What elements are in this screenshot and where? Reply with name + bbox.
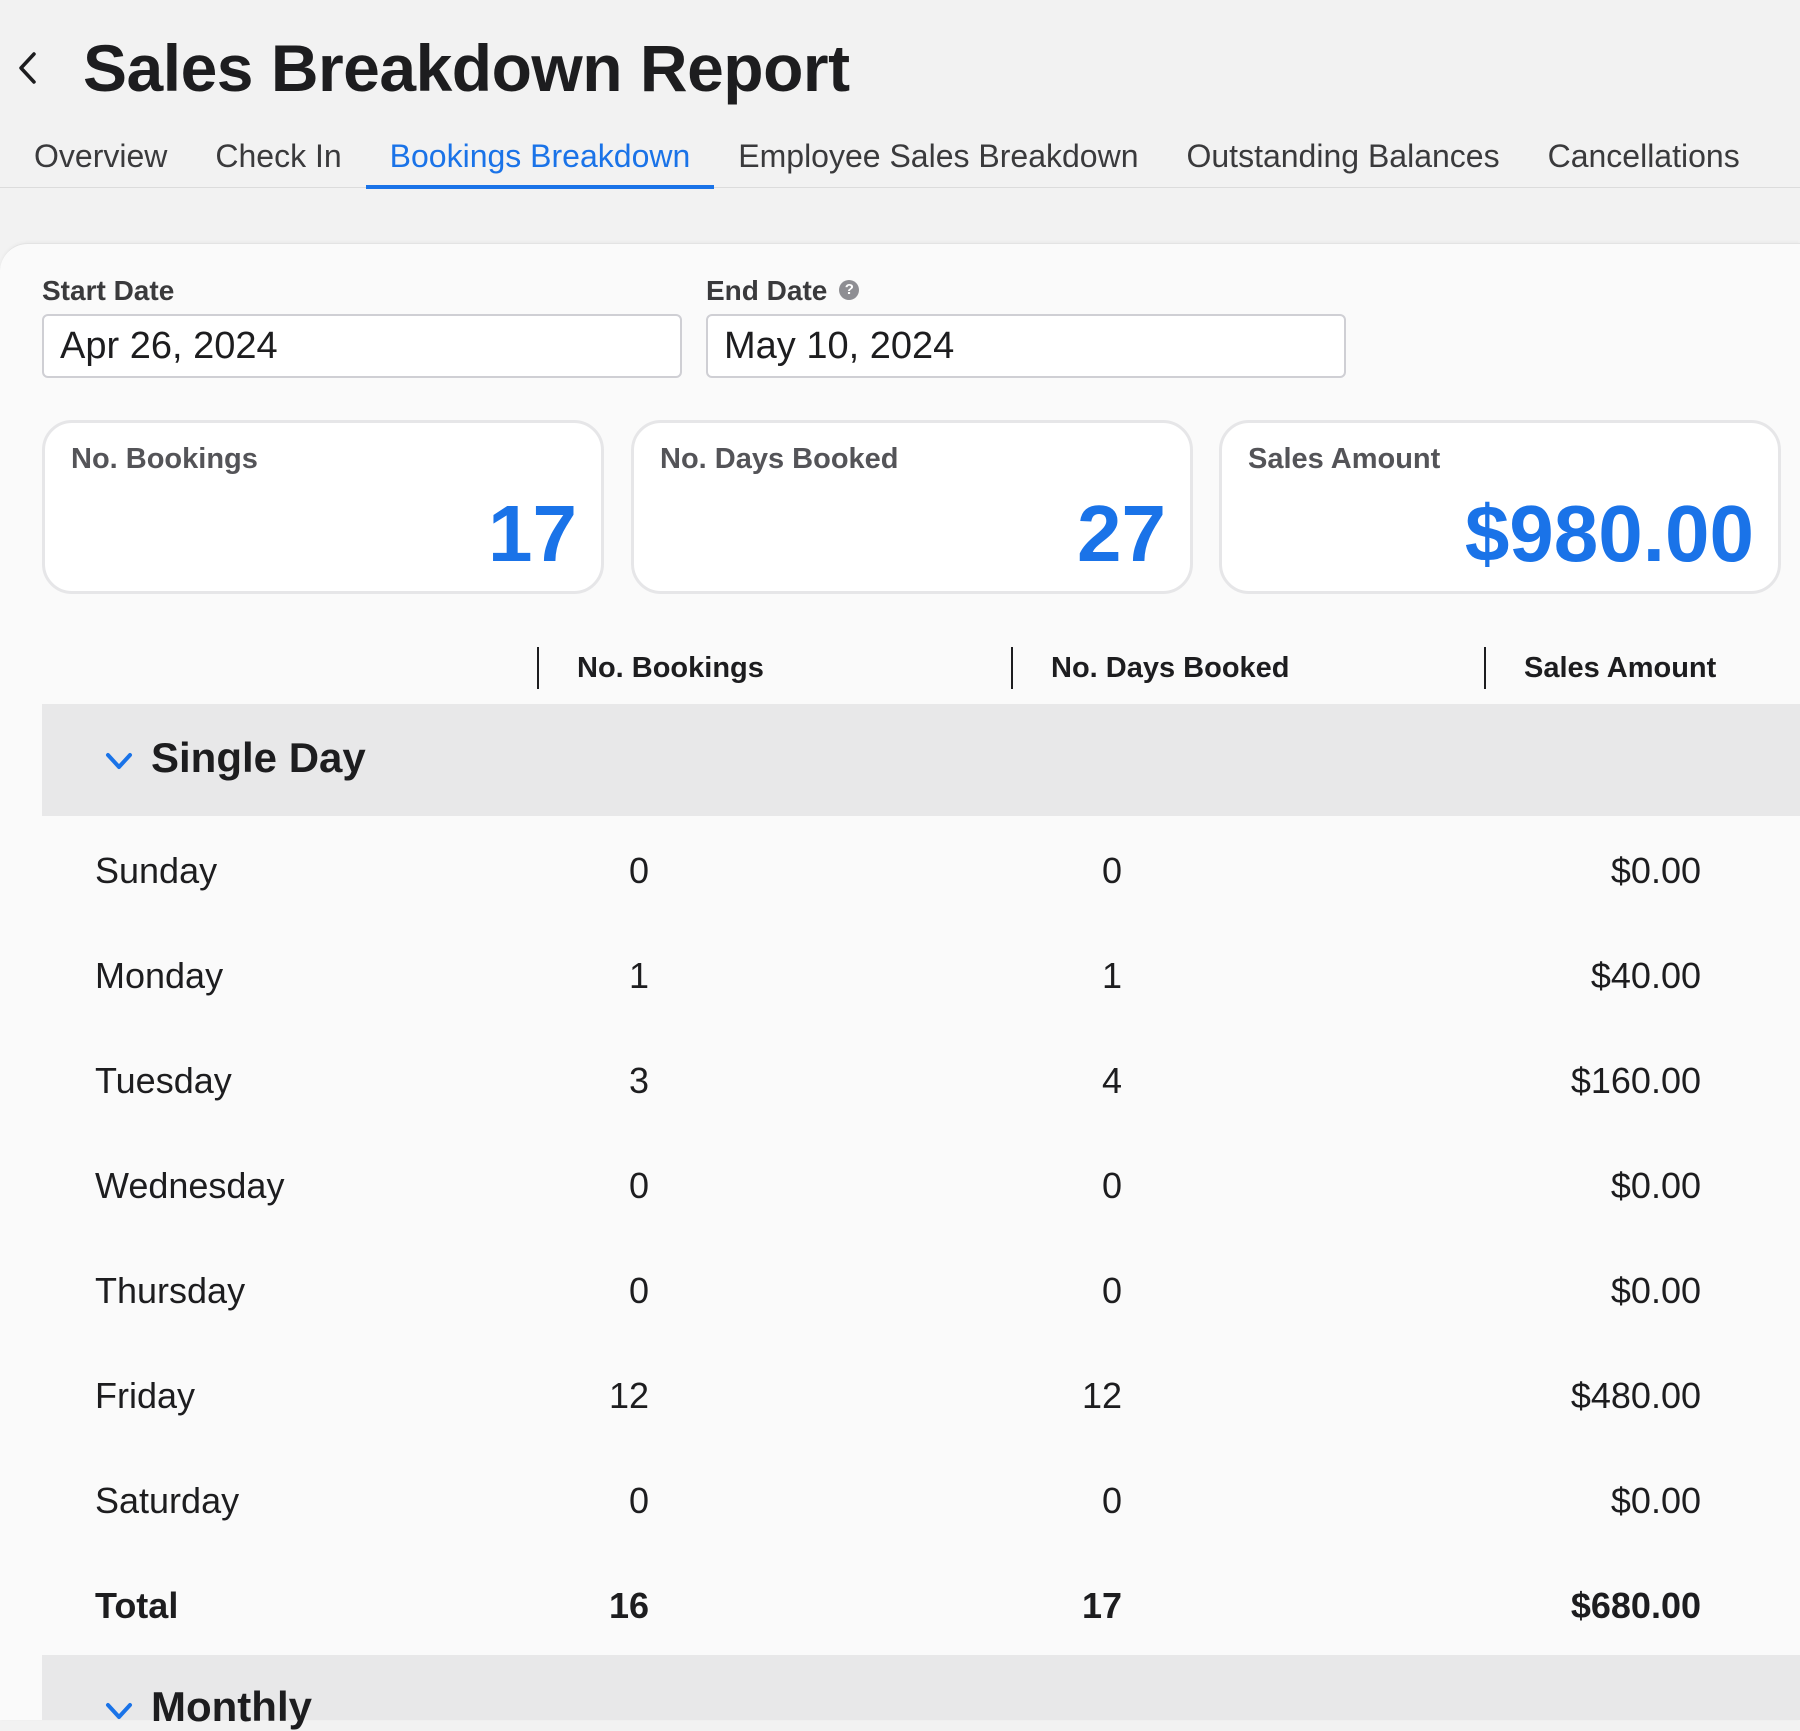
group-title: Single Day <box>151 734 366 781</box>
end-date-input[interactable]: May 10, 2024 <box>706 314 1346 378</box>
row-bookings: 3 <box>628 1060 649 1101</box>
row-label: Monday <box>95 955 224 996</box>
total-bookings: 16 <box>608 1585 649 1626</box>
table-row: Thursday 0 0 $0.00 <box>42 1236 1800 1341</box>
row-bookings: 12 <box>608 1375 649 1416</box>
start-date-label: Start Date <box>42 275 174 307</box>
total-days-booked: 17 <box>1081 1585 1122 1626</box>
row-sales-amount: $0.00 <box>1610 1480 1701 1521</box>
row-sales-amount: $480.00 <box>1570 1375 1701 1416</box>
tab-overview[interactable]: Overview <box>34 138 168 174</box>
card-value: 27 <box>1077 489 1166 578</box>
total-sales-amount: $680.00 <box>1570 1585 1701 1626</box>
tab-bookings-breakdown[interactable]: Bookings Breakdown <box>365 120 715 189</box>
row-sales-amount: $40.00 <box>1590 955 1701 996</box>
group-header-single-day[interactable]: Single Day <box>42 704 1800 816</box>
table-row: Tuesday 3 4 $160.00 <box>42 1026 1800 1131</box>
card-value: $980.00 <box>1464 489 1754 578</box>
row-sales-amount: $0.00 <box>1610 850 1701 891</box>
row-bookings: 0 <box>628 1270 649 1311</box>
row-days-booked: 0 <box>1101 850 1122 891</box>
row-label: Wednesday <box>95 1165 285 1206</box>
total-label: Total <box>95 1585 179 1626</box>
row-sales-amount: $0.00 <box>1610 1270 1701 1311</box>
chevron-down-icon <box>106 1703 132 1719</box>
tab-check-in[interactable]: Check In <box>215 138 342 174</box>
end-date-label-text: End Date <box>706 275 828 306</box>
card-label: Sales Amount <box>1248 443 1441 475</box>
end-date-label: End Date? <box>706 275 860 307</box>
tab-employee-sales-breakdown[interactable]: Employee Sales Breakdown <box>738 138 1139 174</box>
tab-bar: Overview Check In Bookings Breakdown Emp… <box>0 120 1800 189</box>
chevron-down-icon <box>106 753 132 769</box>
table-row: Wednesday 0 0 $0.00 <box>42 1131 1800 1236</box>
card-label: No. Bookings <box>71 443 258 475</box>
start-date-label-text: Start Date <box>42 275 175 306</box>
row-label: Friday <box>95 1375 196 1416</box>
question-circle-icon[interactable]: ? <box>839 279 860 300</box>
column-header-bookings[interactable]: No. Bookings <box>537 647 764 689</box>
row-sales-amount: $160.00 <box>1570 1060 1701 1101</box>
row-days-booked: 4 <box>1101 1060 1122 1101</box>
column-header-days-booked[interactable]: No. Days Booked <box>1011 647 1290 689</box>
row-days-booked: 0 <box>1101 1270 1122 1311</box>
page-header: Sales Breakdown Report Overview Check In… <box>0 0 1800 245</box>
table-row: Sunday 0 0 $0.00 <box>42 816 1800 921</box>
group-title: Monthly <box>151 1683 312 1730</box>
row-label: Tuesday <box>95 1060 232 1101</box>
row-days-booked: 1 <box>1101 955 1122 996</box>
start-date-input[interactable]: Apr 26, 2024 <box>42 314 682 378</box>
summary-card-bookings: No. Bookings 17 <box>42 420 604 594</box>
tab-outstanding-balances[interactable]: Outstanding Balances <box>1186 138 1500 174</box>
table-row: Saturday 0 0 $0.00 <box>42 1446 1800 1551</box>
summary-card-sales-amount: Sales Amount $980.00 <box>1219 420 1781 594</box>
row-sales-amount: $0.00 <box>1610 1165 1701 1206</box>
column-header-sales-amount[interactable]: Sales Amount <box>1484 647 1716 689</box>
row-days-booked: 0 <box>1101 1480 1122 1521</box>
card-label: No. Days Booked <box>660 443 899 475</box>
row-bookings: 0 <box>628 1480 649 1521</box>
row-label: Sunday <box>95 850 218 891</box>
table-row: Monday 1 1 $40.00 <box>42 921 1800 1026</box>
tab-cancellations[interactable]: Cancellations <box>1547 138 1740 174</box>
group-header-monthly[interactable]: Monthly <box>42 1655 1800 1730</box>
table-total-row: Total 16 17 $680.00 <box>42 1551 1800 1656</box>
card-value: 17 <box>488 489 577 578</box>
summary-card-days-booked: No. Days Booked 27 <box>631 420 1193 594</box>
page-title: Sales Breakdown Report <box>83 31 850 105</box>
row-bookings: 1 <box>628 955 649 996</box>
row-bookings: 0 <box>628 850 649 891</box>
chevron-left-icon <box>19 52 36 84</box>
row-bookings: 0 <box>628 1165 649 1206</box>
row-days-booked: 0 <box>1101 1165 1122 1206</box>
back-button[interactable] <box>10 42 46 94</box>
row-label: Thursday <box>95 1270 246 1311</box>
row-days-booked: 12 <box>1081 1375 1122 1416</box>
table-row: Friday 12 12 $480.00 <box>42 1341 1800 1446</box>
row-label: Saturday <box>95 1480 240 1521</box>
